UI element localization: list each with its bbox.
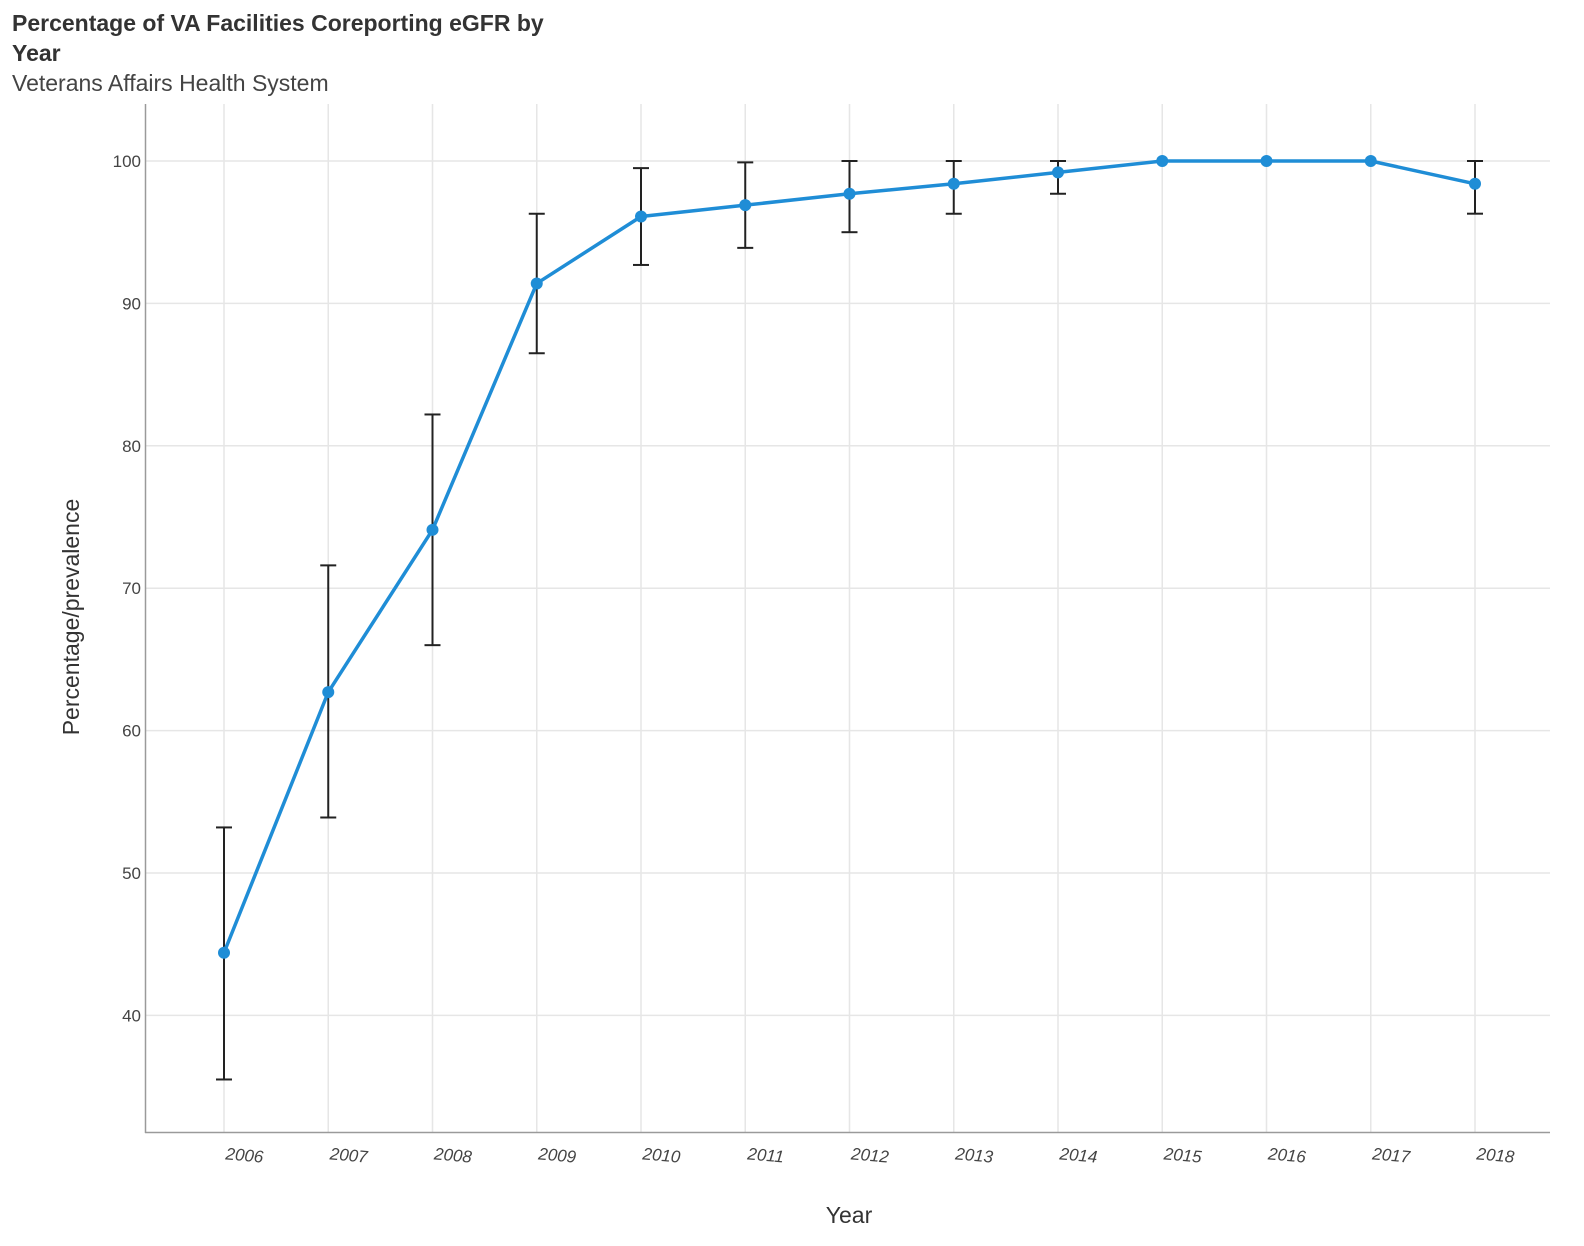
data-point (1052, 166, 1064, 179)
data-point (635, 210, 647, 223)
data-point (739, 199, 752, 212)
y-tick-label: 100 (113, 152, 141, 171)
series-layer (218, 155, 1481, 959)
x-tick-label: 2016 (1266, 1144, 1307, 1166)
x-tick-label: 2017 (1371, 1144, 1412, 1166)
data-point (843, 187, 856, 200)
data-point (1364, 155, 1377, 167)
data-point (322, 686, 335, 699)
y-tick-label: 90 (122, 294, 141, 313)
x-tick-label: 2013 (954, 1144, 995, 1166)
y-tick-label: 70 (122, 579, 141, 598)
data-point (947, 177, 960, 190)
data-point (1156, 155, 1169, 167)
x-tick-label: 2006 (224, 1144, 265, 1166)
x-tick-label: 2010 (641, 1144, 682, 1166)
chart-title: Percentage of VA Facilities Coreporting … (12, 10, 544, 66)
x-axis-label: Year (826, 1202, 873, 1228)
x-tick-label: 2008 (432, 1144, 473, 1166)
x-tick-label: 2009 (537, 1144, 578, 1166)
y-tick-label: 80 (122, 437, 141, 456)
data-point (426, 523, 439, 536)
gridlines (146, 104, 1550, 1132)
data-point (530, 277, 543, 290)
x-tick-label: 2012 (849, 1144, 890, 1166)
x-tick-label: 2007 (328, 1144, 369, 1166)
y-axis-label: Percentage/prevalence (58, 499, 84, 736)
data-point (1260, 155, 1273, 167)
y-tick-labels: 40 50 60 70 80 90 100 (113, 152, 141, 1025)
y-tick-label: 50 (122, 864, 141, 883)
x-tick-label: 2011 (746, 1144, 785, 1166)
y-tick-label: 60 (122, 722, 141, 741)
x-tick-labels: 2006 2007 2008 2009 2010 2011 2012 2013 2014 2015… (224, 1144, 1516, 1166)
data-point (1469, 177, 1481, 190)
y-tick-label: 40 (122, 1006, 141, 1025)
data-point (218, 946, 230, 959)
x-tick-label: 2014 (1058, 1144, 1098, 1166)
x-tick-label: 2015 (1162, 1144, 1203, 1166)
chart-subtitle: Veterans Affairs Health System (12, 70, 329, 96)
x-tick-label: 2018 (1475, 1144, 1516, 1166)
